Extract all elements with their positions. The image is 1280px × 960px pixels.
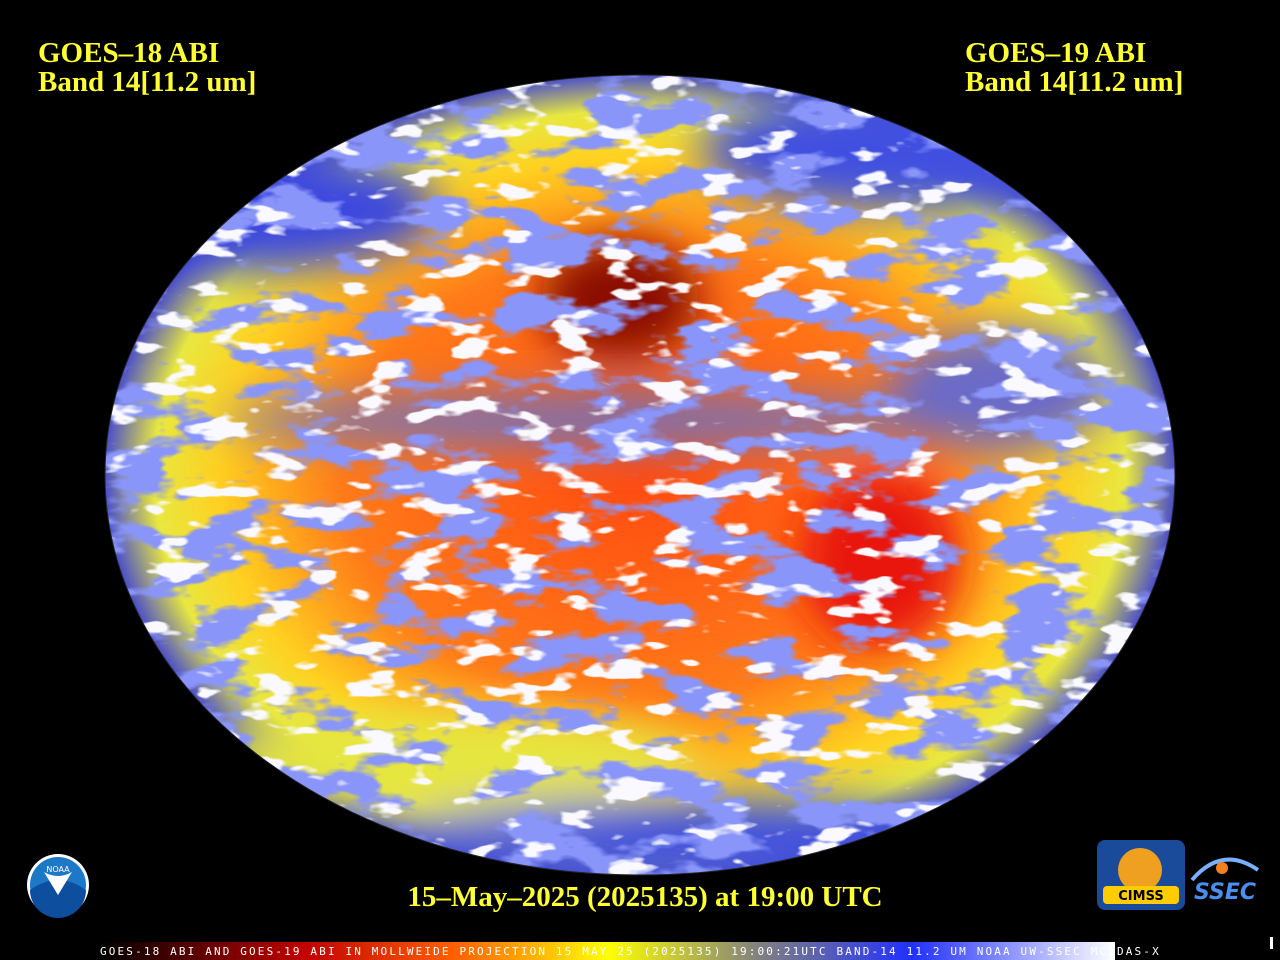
left-band: Band 14[11.2 um] [38,66,256,98]
cimss-label: CIMSS [1118,889,1163,904]
color-bar [100,942,1115,960]
earth-disk [105,75,1175,875]
noaa-label: NOAA [46,865,70,874]
cursor-marker [1270,937,1273,949]
left-title: GOES–18 ABI [38,37,219,69]
noaa-logo: NOAA [27,854,89,918]
cimss-logo: CIMSS [1097,840,1185,910]
ssec-logo: SSEC [1190,857,1260,905]
right-band: Band 14[11.2 um] [965,66,1183,98]
timestamp: 15–May–2025 (2025135) at 19:00 UTC [407,881,882,913]
disk-edge [104,74,1176,876]
ssec-label: SSEC [1194,880,1256,905]
footer-caption: GOES-18 ABI AND GOES-19 ABI IN MOLLWEIDE… [100,945,1160,958]
right-title: GOES–19 ABI [965,37,1146,69]
